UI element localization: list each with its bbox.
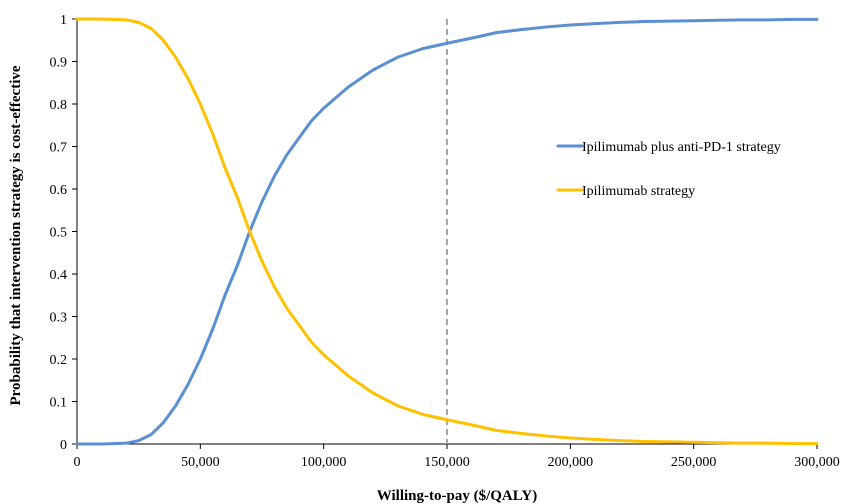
legend-label-1: Ipilimumab strategy: [582, 184, 695, 199]
legend: Ipilimumab plus anti-PD-1 strategy Ipilim…: [556, 140, 781, 199]
x-tick-label: 250,000: [671, 455, 717, 470]
axes: 0 0.1 0.2 0.3 0.4 0.5 0.6 0.7 0.8 0.9 1 0 50,000 100,…: [50, 13, 840, 470]
series-line-1: [75, 17, 819, 446]
y-tick-label: 0.1: [50, 396, 68, 411]
y-tick-label: 0.9: [50, 56, 68, 71]
x-tick-label: 300,000: [794, 455, 840, 470]
x-tick-label: 150,000: [424, 455, 470, 470]
y-tick-label: 0.2: [50, 353, 68, 368]
x-tick-label: 100,000: [301, 455, 347, 470]
series-line-0: [75, 17, 819, 446]
y-tick-label: 0.3: [50, 311, 68, 326]
x-tick-label: 200,000: [548, 455, 594, 470]
y-tick-label: 0.4: [50, 268, 68, 283]
x-axis-title: Willing-to-pay ($/QALY): [377, 488, 537, 504]
x-tick-label: 50,000: [181, 455, 220, 470]
y-tick-label: 0.5: [50, 226, 68, 241]
y-tick-label: 0.6: [50, 183, 68, 198]
y-tick-label: 1: [60, 13, 67, 28]
y-tick-label: 0: [60, 438, 67, 453]
x-tick-label: 0: [74, 455, 81, 470]
y-tick-label: 0.7: [50, 141, 68, 156]
y-axis-title: Probability that intervention strategy i…: [8, 65, 24, 405]
legend-label-0: Ipilimumab plus anti-PD-1 strategy: [582, 140, 781, 155]
series-group: [75, 17, 819, 446]
y-tick-label: 0.8: [50, 98, 68, 113]
